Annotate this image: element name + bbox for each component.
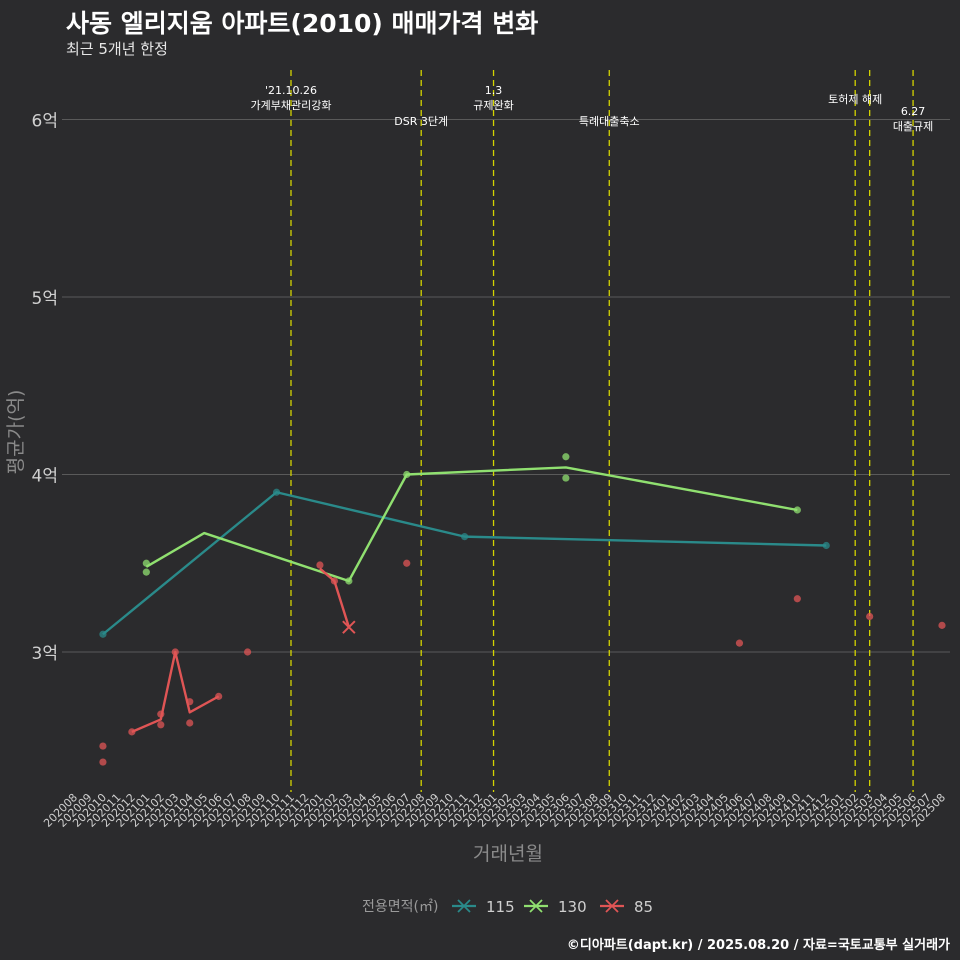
data-point [403, 559, 411, 567]
series-group [99, 453, 946, 766]
legend-label-130: 130 [558, 898, 587, 916]
data-point [157, 721, 165, 729]
data-point [345, 577, 353, 585]
policy-label: 가계부채관리강화 [251, 99, 332, 112]
policy-label: 토허제 해제 [828, 92, 882, 106]
data-point [272, 488, 281, 496]
chart-caption: ©디아파트(dapt.kr) / 2025.08.20 / 자료=국토교통부 실… [566, 938, 950, 953]
legend-label-85: 85 [634, 898, 653, 916]
data-point [938, 621, 946, 629]
data-point [99, 758, 107, 766]
data-point [330, 577, 338, 585]
policy-label: 특례대출축소 [579, 115, 640, 128]
x-axis-title: 거래년월 [473, 843, 543, 865]
data-point [215, 692, 223, 700]
legend-title: 전용면적(㎡) [362, 899, 438, 915]
series-line-130 [145, 466, 798, 583]
data-point [866, 612, 874, 621]
data-point [403, 470, 411, 479]
data-point [186, 698, 194, 706]
data-point [142, 559, 150, 567]
legend-swatch-mark [605, 899, 619, 913]
legend-swatch-mark [457, 899, 471, 913]
data-point [244, 648, 252, 656]
policy-label: DSR 3단계 [394, 115, 448, 128]
data-point [793, 506, 801, 514]
y-tick-label: 6억 [32, 112, 58, 132]
data-point [562, 474, 570, 482]
data-point [128, 728, 136, 736]
series-85 [99, 559, 946, 766]
data-point [461, 533, 469, 541]
series-130 [142, 453, 801, 585]
data-point [186, 719, 194, 727]
y-grid: 3억 4억 5억 6억 [32, 112, 950, 664]
y-tick-label: 5억 [32, 289, 58, 309]
series-115 [99, 488, 830, 638]
legend-swatch-mark [529, 899, 543, 913]
data-point [157, 710, 165, 718]
data-point [735, 639, 744, 647]
y-axis-title: 평균가(억) [5, 390, 27, 475]
chart-subtitle: 최근 5개년 한정 [66, 40, 168, 58]
x-axis: 2020082020092020102020112020122021012021… [41, 791, 948, 830]
data-point [99, 742, 107, 750]
y-tick-label: 3억 [32, 644, 58, 664]
data-point [142, 568, 150, 576]
y-tick-label: 4억 [32, 467, 58, 487]
series-line-85 [131, 650, 220, 733]
data-point [316, 561, 324, 569]
data-point [793, 595, 801, 603]
chart-title: 사동 엘리지움 아파트(2010) 매매가격 변화 [66, 9, 539, 38]
x-marker [342, 620, 356, 634]
policy-label: 규제완화 [473, 99, 513, 112]
data-point [562, 453, 570, 461]
policy-label: 대출규제 [893, 120, 933, 133]
series-line-115 [102, 491, 827, 636]
legend: 전용면적(㎡) 115 130 85 [362, 898, 653, 916]
policy-label: 6.27 [901, 105, 926, 118]
policy-label: 1.3 [485, 84, 503, 97]
legend-label-115: 115 [486, 898, 515, 916]
data-point [822, 541, 830, 550]
data-point [99, 630, 107, 638]
data-point [171, 648, 179, 656]
policy-label: '21.10.26 [265, 84, 317, 97]
